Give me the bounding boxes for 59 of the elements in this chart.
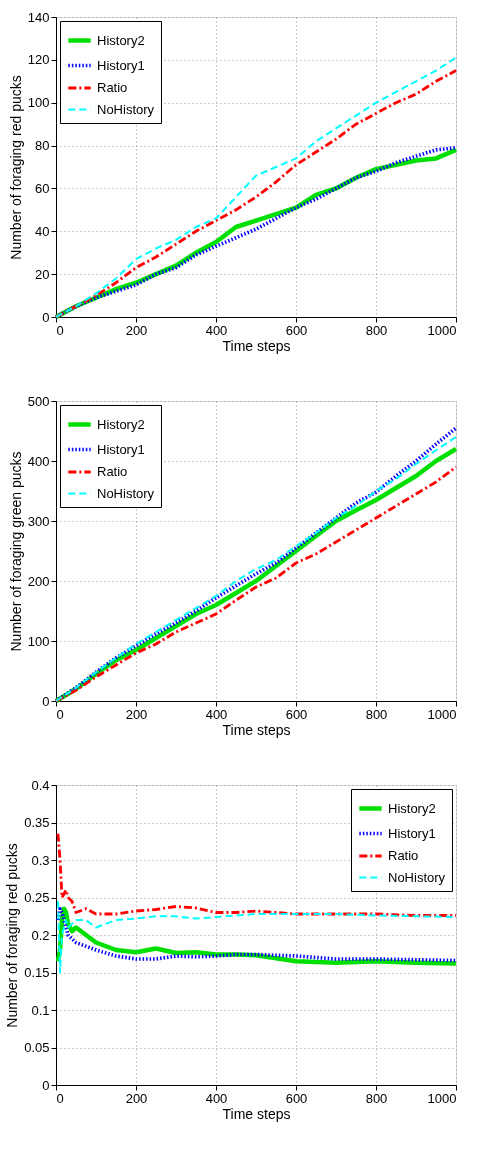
x-tick-label: 1000 (427, 706, 457, 722)
legend-label: NoHistory (97, 101, 155, 117)
y-tick-label: 0.25 (24, 890, 50, 905)
x-tick-label: 800 (365, 322, 388, 338)
legend-label: NoHistory (97, 485, 155, 501)
y-tick-label: 400 (27, 453, 50, 469)
x-tick-label: 600 (285, 706, 308, 722)
y-tick-label: 500 (27, 393, 50, 409)
legend-label: History2 (97, 416, 145, 432)
x-tick-label: 400 (205, 322, 228, 338)
y-tick-label: 0 (42, 1077, 50, 1093)
x-tick-label: 800 (365, 706, 388, 722)
y-tick-label: 0.15 (24, 965, 50, 980)
y-tick-label: 0.35 (24, 815, 50, 830)
legend-label: History1 (97, 57, 145, 73)
x-tick-label: 1000 (427, 1090, 457, 1106)
y-tick-label: 0 (42, 309, 50, 325)
y-tick-label: 300 (27, 513, 50, 529)
y-tick-label: 40 (35, 223, 50, 239)
y-tick-label: 100 (27, 95, 50, 111)
legend-label: History1 (97, 441, 145, 457)
y-tick-label: 0.05 (24, 1040, 50, 1055)
legend-label: Ratio (97, 80, 128, 95)
x-axis-title: Time steps (222, 1105, 291, 1122)
y-axis-title: Number of foraging green pucks (7, 451, 24, 652)
legend-label: History2 (97, 32, 145, 48)
x-tick-label: 1000 (427, 322, 457, 338)
x-tick-label: 600 (285, 322, 308, 338)
y-tick-label: 200 (27, 573, 50, 589)
legend-label: History1 (388, 825, 436, 841)
legend-label: Ratio (388, 848, 419, 863)
y-tick-label: 20 (35, 266, 50, 282)
y-tick-label: 0.1 (31, 1002, 50, 1018)
x-axis-title: Time steps (222, 721, 291, 738)
y-tick-label: 0.4 (31, 777, 50, 793)
y-tick-label: 0.3 (31, 852, 50, 868)
x-tick-label: 0 (56, 1090, 64, 1106)
y-tick-label: 80 (35, 138, 50, 154)
y-tick-label: 140 (27, 9, 50, 25)
y-axis-title: Number of foraging red pucks (7, 75, 24, 260)
x-tick-label: 200 (125, 1090, 148, 1106)
x-tick-label: 200 (125, 706, 148, 722)
legend-label: NoHistory (388, 869, 446, 885)
y-tick-label: 100 (27, 633, 50, 649)
y-axis-title: Number of foraging red pucks (4, 843, 21, 1028)
legend-label: Ratio (97, 464, 128, 479)
legend-label: History2 (388, 800, 436, 816)
x-tick-label: 200 (125, 322, 148, 338)
x-tick-label: 0 (56, 706, 64, 722)
y-tick-label: 120 (27, 52, 50, 68)
y-tick-label: 0 (42, 693, 50, 709)
y-tick-label: 0.2 (31, 927, 50, 943)
y-tick-label: 60 (35, 180, 50, 196)
x-tick-label: 400 (205, 706, 228, 722)
x-axis-title: Time steps (222, 337, 291, 354)
x-tick-label: 400 (205, 1090, 228, 1106)
x-tick-label: 800 (365, 1090, 388, 1106)
x-tick-label: 600 (285, 1090, 308, 1106)
x-tick-label: 0 (56, 322, 64, 338)
